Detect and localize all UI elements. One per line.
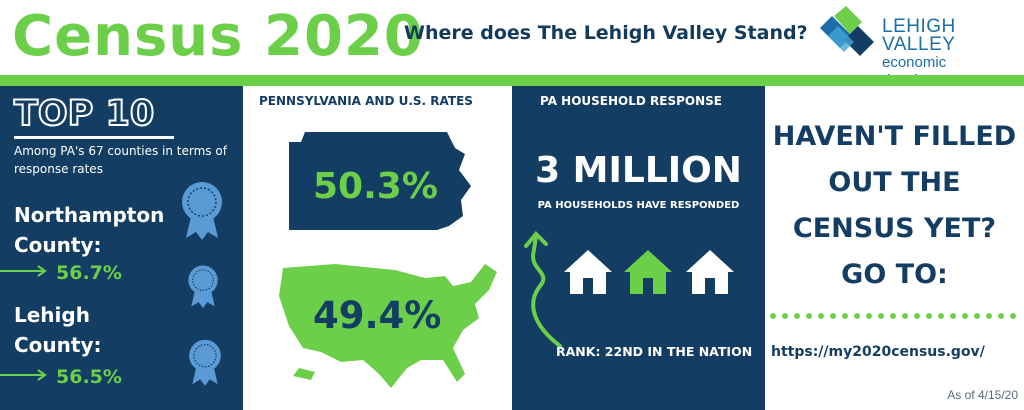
cta-line: GO TO: bbox=[841, 259, 948, 290]
header: Census 2020 Where does The Lehigh Valley… bbox=[0, 0, 1024, 89]
page-title: Census 2020 bbox=[12, 4, 424, 69]
lehigh-rate: 56.5% bbox=[56, 366, 122, 388]
cta-panel: HAVEN'T FILLED OUT THE CENSUS YET? GO TO… bbox=[765, 86, 1024, 410]
household-heading: PA HOUSEHOLD RESPONSE bbox=[540, 94, 722, 108]
pennsylvania-map-icon bbox=[289, 132, 471, 230]
cta-line: CENSUS YET? bbox=[792, 213, 997, 244]
rates-panel: PENNSYLVANIA AND U.S. RATES 50.3% 49.4% bbox=[243, 86, 512, 410]
as-of-date: As of 4/15/20 bbox=[947, 388, 1018, 402]
award-ribbon-icon bbox=[182, 182, 222, 240]
arrow-right-icon bbox=[0, 369, 47, 381]
lvedc-logo[interactable]: LEHIGH VALLEY economic development bbox=[818, 6, 1018, 89]
rates-heading: PENNSYLVANIA AND U.S. RATES bbox=[259, 94, 473, 108]
upward-arrow-icon bbox=[524, 231, 562, 348]
house-icon bbox=[624, 250, 672, 294]
household-count: 3 MILLION bbox=[535, 150, 742, 191]
census-url-link[interactable]: https://my2020census.gov/ bbox=[771, 344, 985, 360]
logo-name: LEHIGH VALLEY bbox=[882, 16, 956, 55]
northampton-rate: 56.7% bbox=[56, 262, 122, 284]
award-ribbon-icon bbox=[189, 339, 221, 386]
household-panel: PA HOUSEHOLD RESPONSE 3 MILLION PA HOUSE… bbox=[512, 86, 765, 410]
usa-map-icon bbox=[279, 264, 497, 388]
pa-rate: 50.3% bbox=[313, 166, 438, 207]
lvedc-logo-mark-icon bbox=[820, 6, 874, 56]
household-caption: PA HOUSEHOLDS HAVE RESPONDED bbox=[537, 200, 740, 211]
header-divider bbox=[0, 75, 1024, 86]
page-subtitle: Where does The Lehigh Valley Stand? bbox=[404, 22, 808, 44]
dotted-divider bbox=[770, 313, 1016, 319]
national-rank: RANK: 22ND IN THE NATION bbox=[556, 344, 753, 359]
us-rate: 49.4% bbox=[313, 294, 442, 337]
house-icon bbox=[686, 250, 734, 294]
cta-line: OUT THE bbox=[828, 167, 961, 198]
house-icon bbox=[564, 250, 612, 294]
top10-underline bbox=[14, 136, 174, 139]
lehigh-county-label: Lehigh County: bbox=[14, 303, 102, 357]
award-ribbon-icon bbox=[188, 265, 218, 308]
northampton-county-label: Northampton County: bbox=[14, 203, 165, 257]
cta-line: HAVEN'T FILLED bbox=[772, 121, 1017, 152]
top10-description: Among PA's 67 counties in terms of respo… bbox=[14, 144, 227, 176]
cta-text: HAVEN'T FILLED OUT THE CENSUS YET? GO TO… bbox=[765, 114, 1024, 298]
top10-heading: TOP 10 bbox=[13, 93, 155, 135]
arrow-right-icon bbox=[0, 265, 47, 277]
top10-panel: TOP 10 Among PA's 67 counties in terms o… bbox=[0, 86, 243, 410]
